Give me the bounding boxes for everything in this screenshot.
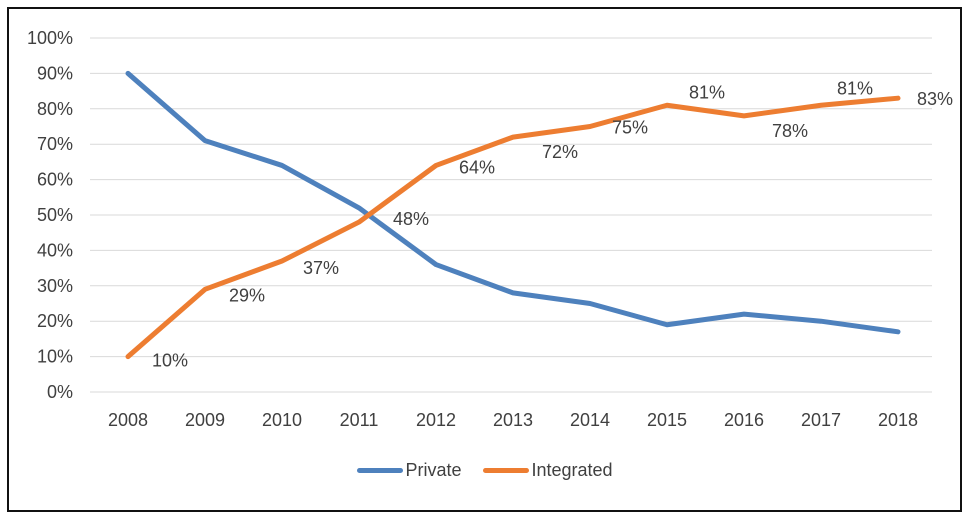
y-axis-tick-label: 80% [37, 99, 73, 119]
x-axis-tick-label: 2016 [724, 410, 764, 430]
legend-label-private: Private [405, 460, 462, 480]
series-line-private [125, 70, 901, 335]
data-label: 10% [152, 351, 188, 371]
data-label: 78% [772, 121, 808, 141]
legend-swatch-integrated [483, 467, 530, 473]
data-label: 29% [229, 285, 265, 305]
y-axis-tick-label: 60% [37, 170, 73, 190]
y-axis-tick-label: 50% [37, 205, 73, 225]
data-label: 75% [612, 118, 648, 138]
x-axis-tick-label: 2013 [493, 410, 533, 430]
y-axis-tick-label: 70% [37, 134, 73, 154]
legend-item-private: Private [357, 461, 461, 479]
x-axis-tick-label: 2017 [801, 410, 841, 430]
x-axis-tick-label: 2009 [185, 410, 225, 430]
y-axis-tick-label: 0% [47, 382, 73, 402]
x-axis-tick-label: 2008 [108, 410, 148, 430]
data-label: 81% [837, 78, 873, 98]
y-axis-tick-label: 30% [37, 276, 73, 296]
data-label: 81% [689, 82, 725, 102]
data-label: 64% [459, 157, 495, 177]
y-axis-tick-label: 40% [37, 240, 73, 260]
legend-label-integrated: Integrated [531, 460, 613, 480]
y-axis-tick-label: 90% [37, 63, 73, 83]
y-axis-tick-label: 20% [37, 311, 73, 331]
x-axis-tick-label: 2018 [878, 410, 918, 430]
x-axis-tick-label: 2015 [647, 410, 687, 430]
series-line-integrated [125, 95, 901, 360]
data-label: 83% [917, 89, 953, 109]
chart-legend: Private Integrated [0, 461, 970, 479]
data-label: 72% [542, 142, 578, 162]
data-label: 48% [393, 209, 429, 229]
legend-item-integrated: Integrated [483, 460, 613, 480]
x-axis-tick-label: 2012 [416, 410, 456, 430]
x-axis-tick-label: 2010 [262, 410, 302, 430]
x-axis-tick-label: 2014 [570, 410, 610, 430]
data-label: 37% [303, 258, 339, 278]
legend-swatch-private [357, 467, 404, 473]
x-axis-tick-label: 2011 [340, 410, 379, 430]
y-axis-tick-label: 10% [37, 347, 73, 367]
y-axis-tick-label: 100% [27, 28, 73, 48]
